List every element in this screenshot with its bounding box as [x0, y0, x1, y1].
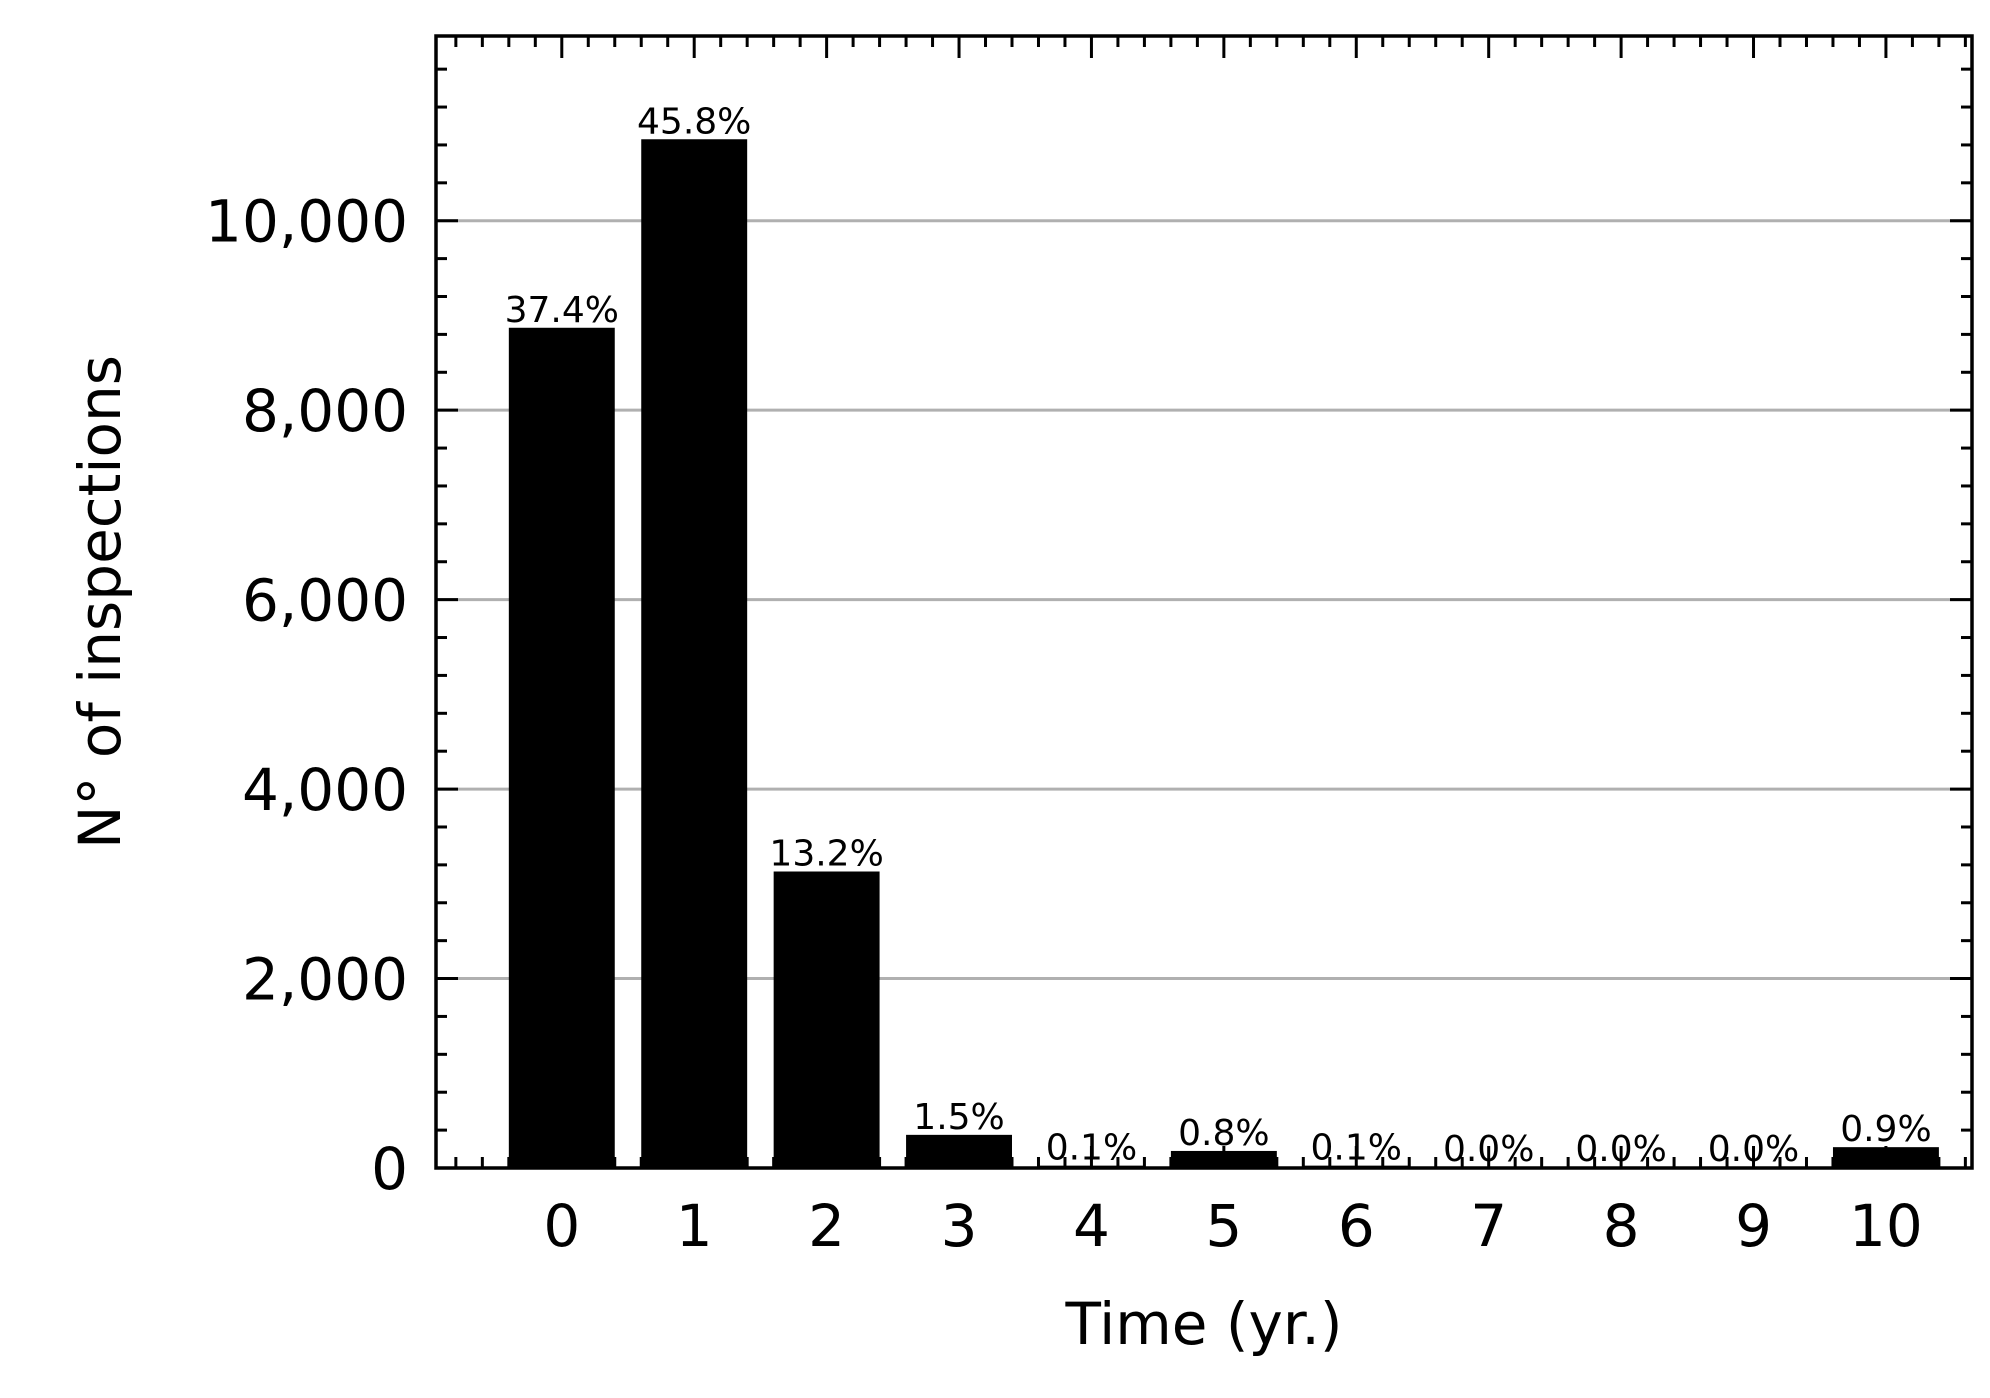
bar-label-1: 45.8% — [637, 101, 751, 142]
tick-labels: 0 2,000 4,000 6,000 8,000 10,000 0 1 2 3 4 5 6 7 8 9 10 — [205, 188, 1923, 1260]
x-tick-label-0: 0 — [543, 1192, 580, 1260]
y-tick-label-3: 6,000 — [242, 567, 408, 635]
x-tick-label-9: 9 — [1735, 1192, 1772, 1260]
plot-frame — [434, 34, 1974, 1170]
x-tick-label-8: 8 — [1603, 1192, 1640, 1260]
x-tick-label-4: 4 — [1073, 1192, 1110, 1260]
y-tick-label-0: 0 — [371, 1135, 408, 1203]
bar-label-3: 1.5% — [913, 1097, 1004, 1138]
bar-label-10: 0.9% — [1840, 1109, 1931, 1150]
y-tick-label-4: 8,000 — [242, 377, 408, 445]
x-tick-label-6: 6 — [1338, 1192, 1375, 1260]
x-axis-title: Time (yr.) — [1065, 1290, 1343, 1358]
y-tick-label-2: 4,000 — [242, 756, 408, 824]
bar-label-0: 37.4% — [505, 290, 619, 331]
bar-label-2: 13.2% — [769, 834, 883, 875]
x-tick-label-10: 10 — [1849, 1192, 1923, 1260]
x-tick-label-1: 1 — [676, 1192, 713, 1260]
bar-1 — [641, 139, 748, 1169]
y-axis-title: N° of inspections — [66, 355, 134, 849]
bars — [508, 139, 1939, 1169]
x-tick-label-3: 3 — [941, 1192, 978, 1260]
bar-0 — [508, 327, 615, 1168]
x-tick-label-5: 5 — [1205, 1192, 1242, 1260]
bar-2 — [773, 871, 880, 1168]
x-tick-label-2: 2 — [808, 1192, 845, 1260]
x-tick-label-7: 7 — [1470, 1192, 1507, 1260]
ticks — [436, 36, 1972, 1170]
y-tick-label-5: 10,000 — [205, 188, 408, 256]
y-tick-label-1: 2,000 — [242, 946, 408, 1014]
